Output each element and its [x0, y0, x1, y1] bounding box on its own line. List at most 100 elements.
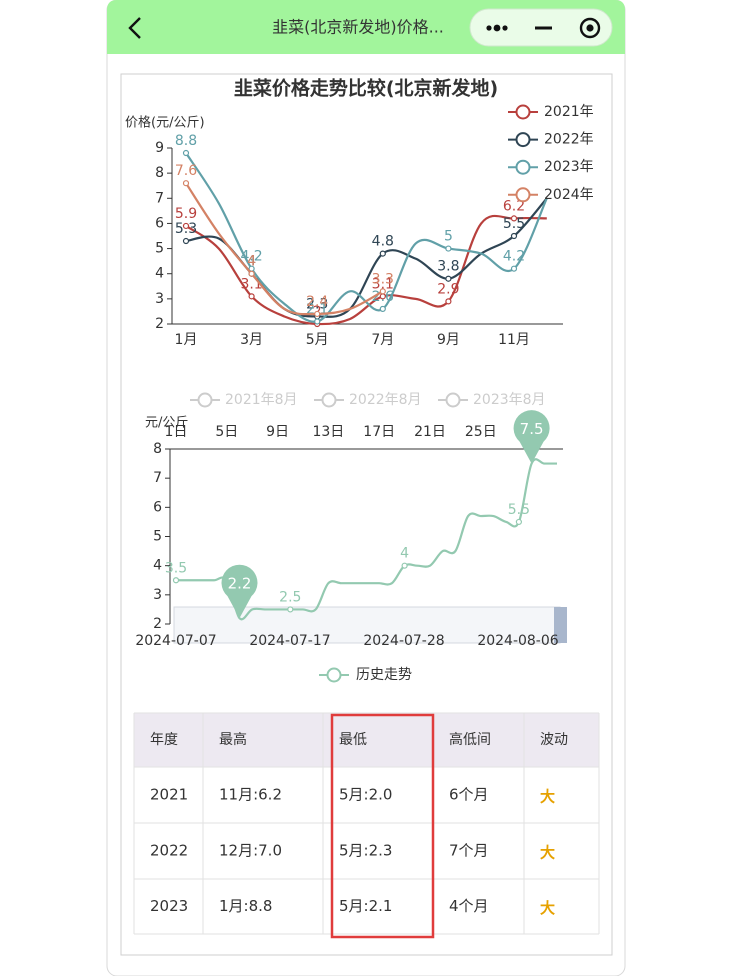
- y-tick-label: 8: [155, 165, 164, 181]
- data-label: 5.5: [503, 216, 525, 232]
- series-line: [176, 458, 557, 621]
- x-tick-label: 11月: [498, 332, 530, 348]
- data-label: 4.2: [503, 249, 525, 265]
- data-point: [248, 270, 255, 277]
- more-button[interactable]: [486, 24, 508, 32]
- data-point: [314, 318, 321, 325]
- data-label: 4: [247, 254, 256, 270]
- minimize-button[interactable]: [535, 26, 552, 30]
- legend-label: 2021年8月: [225, 392, 298, 408]
- table-cell: 2021: [150, 786, 188, 804]
- data-label: 5.5: [508, 502, 530, 518]
- legend-label: 2021年: [544, 104, 594, 120]
- x-tick-label: 9日: [266, 424, 289, 440]
- legend-marker: [515, 159, 531, 175]
- data-point: [182, 237, 190, 245]
- legend-marker: [197, 392, 213, 408]
- table-cell: 2023: [150, 897, 188, 915]
- y-tick-label: 6: [153, 499, 162, 515]
- y-tick-label: 2: [155, 316, 164, 332]
- data-label: 6.2: [503, 198, 525, 214]
- data-label: 2.5: [279, 589, 301, 605]
- nav-title: 韭菜(北京新发地)价格...: [272, 18, 444, 37]
- data-label: 2.4: [306, 294, 328, 310]
- zoom-label: 2024-07-28: [363, 633, 444, 649]
- table-header-cell: 波动: [540, 732, 568, 748]
- table-header-cell: 最低: [339, 732, 367, 748]
- x-tick-label: 5日: [215, 424, 238, 440]
- y-axis-label: 元/公斤: [145, 416, 188, 431]
- x-tick-label: 1日: [165, 424, 188, 440]
- table-cell: 4个月: [449, 897, 489, 915]
- y-tick-label: 2: [153, 616, 162, 632]
- data-label: 4: [247, 254, 256, 270]
- data-point: [182, 222, 190, 230]
- data-label: 3.8: [437, 259, 459, 275]
- data-point: [182, 180, 190, 187]
- data-label: 4.2: [240, 249, 262, 265]
- legend-marker: [326, 667, 342, 683]
- zoom-handle[interactable]: [554, 607, 567, 643]
- data-point: [248, 293, 255, 300]
- legend-label: 2023年: [544, 159, 594, 175]
- x-tick-label: 17日: [363, 424, 395, 440]
- x-tick-label: 21日: [414, 424, 446, 440]
- data-point: [510, 215, 518, 222]
- data-label: 7.6: [175, 163, 197, 179]
- data-point: [515, 518, 523, 526]
- close-button[interactable]: [579, 17, 601, 39]
- zoom-label: 2024-07-17: [249, 633, 330, 649]
- y-axis-label: 价格(元/公斤): [125, 115, 205, 131]
- data-point: [379, 288, 386, 295]
- y-tick-label: 7: [153, 470, 162, 486]
- x-tick-label: 3月: [240, 332, 263, 348]
- zoom-label: 2024-08-06: [477, 633, 558, 649]
- table-header-cell: 年度: [150, 732, 178, 748]
- series-line: [185, 152, 548, 323]
- x-tick-label: 7月: [371, 332, 394, 348]
- legend-label: 2022年: [544, 132, 594, 148]
- table-cell: 5月:2.0: [339, 786, 392, 804]
- back-button[interactable]: [128, 17, 141, 39]
- zoom-label: 2024-07-07: [135, 633, 216, 649]
- legend-label: 2024年: [544, 187, 594, 203]
- data-point: [401, 562, 408, 569]
- data-point: [314, 310, 321, 318]
- table-cell: 大: [540, 899, 555, 917]
- data-label: 5.9: [175, 206, 197, 222]
- legend-marker: [445, 392, 461, 408]
- data-point: [445, 245, 452, 252]
- y-tick-label: 3: [155, 291, 164, 307]
- table-cell: 1月:8.8: [219, 897, 272, 915]
- zoom-slider[interactable]: [173, 606, 561, 644]
- y-tick-label: 6: [155, 215, 164, 231]
- table-cell: 大: [540, 788, 555, 806]
- legend-label: 2023年8月: [473, 392, 546, 408]
- data-label: 3.3: [372, 271, 394, 287]
- table-cell: 12月:7.0: [219, 842, 282, 860]
- table-cell: 大: [540, 844, 555, 862]
- highlight-box: [330, 713, 435, 939]
- legend-marker: [515, 187, 531, 203]
- mark-pin: [513, 410, 550, 464]
- series-line: [185, 182, 384, 316]
- y-tick-label: 8: [153, 441, 162, 457]
- x-tick-label: 25日: [465, 424, 497, 440]
- legend-label: 历史走势: [356, 667, 412, 683]
- data-label: 2.6: [372, 289, 394, 305]
- table-cell: 6个月: [449, 786, 489, 804]
- mark-pin: [221, 564, 258, 619]
- table-header-cell: 最高: [219, 731, 247, 748]
- data-point: [510, 265, 518, 272]
- table-cell: 5月:2.3: [339, 842, 392, 860]
- y-tick-label: 3: [153, 587, 162, 603]
- y-tick-label: 4: [155, 266, 164, 282]
- legend-marker: [321, 392, 337, 408]
- data-label: 5.3: [175, 221, 197, 237]
- y-tick-label: 5: [153, 529, 162, 545]
- data-label: 2.9: [437, 281, 459, 297]
- legend-marker: [515, 104, 531, 120]
- data-point: [510, 232, 518, 240]
- y-tick-label: 9: [155, 140, 164, 156]
